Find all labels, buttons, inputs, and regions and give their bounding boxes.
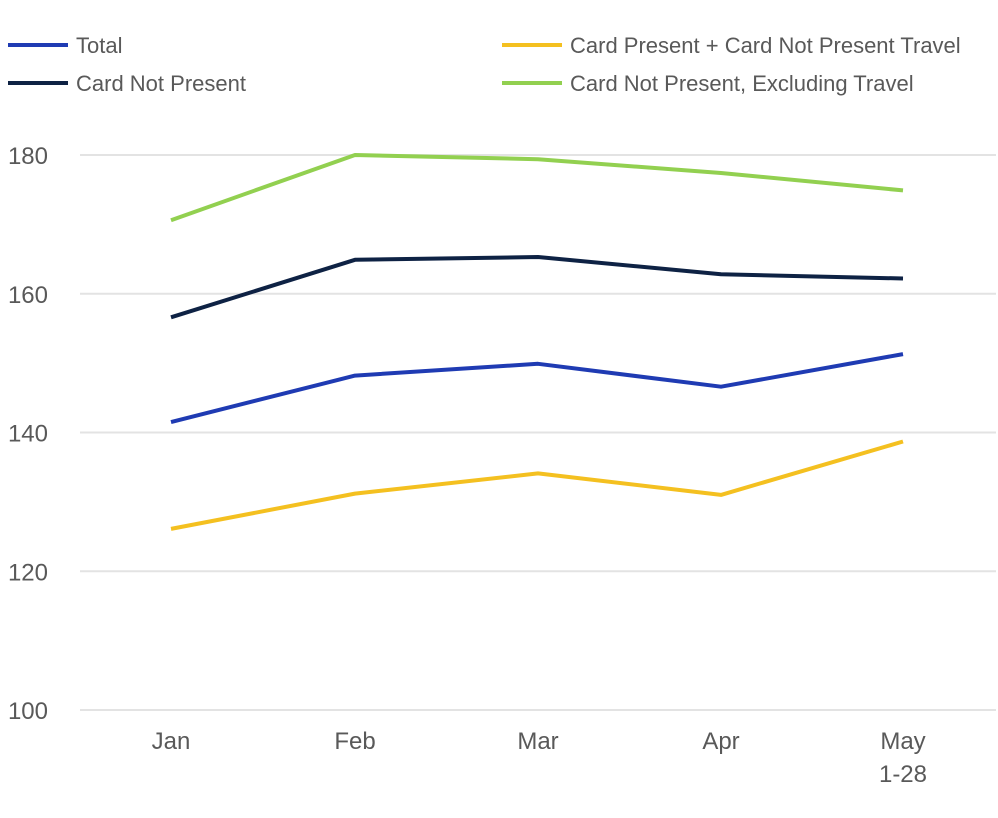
series-line-total <box>170 352 904 425</box>
legend-label-card-present-travel: Card Present + Card Not Present Travel <box>570 33 961 58</box>
legend: Total Card Present + Card Not Present Tr… <box>8 33 961 96</box>
y-tick-label-120: 120 <box>8 559 48 586</box>
y-tick-label-140: 140 <box>8 421 48 448</box>
x-tick-label-mar: Mar <box>517 728 558 755</box>
legend-label-card-not-present: Card Not Present <box>76 71 246 96</box>
legend-label-card-not-present-excl-travel: Card Not Present, Excluding Travel <box>570 71 914 96</box>
x-axis-ticks: Jan Feb Mar Apr May 1-28 <box>152 728 927 788</box>
y-axis-ticks: 100 120 140 160 180 <box>8 143 48 725</box>
gridlines <box>80 154 996 711</box>
series-line-card-present-travel <box>170 439 904 531</box>
legend-item-card-not-present-excl-travel: Card Not Present, Excluding Travel <box>502 71 914 96</box>
legend-item-card-not-present: Card Not Present <box>8 71 246 96</box>
y-tick-label-180: 180 <box>8 143 48 170</box>
y-tick-label-160: 160 <box>8 282 48 309</box>
series-line-card-not-present <box>170 255 904 320</box>
x-tick-label-may: May 1-28 <box>879 728 927 788</box>
legend-item-total: Total <box>8 33 122 58</box>
legend-item-card-present-travel: Card Present + Card Not Present Travel <box>502 33 961 58</box>
x-tick-label-feb: Feb <box>334 728 375 755</box>
series-lines <box>170 153 904 531</box>
x-tick-label-apr: Apr <box>702 728 739 755</box>
x-tick-label-jan: Jan <box>152 728 191 755</box>
y-tick-label-100: 100 <box>8 698 48 725</box>
legend-label-total: Total <box>76 33 122 58</box>
series-line-card-not-present-excl-travel <box>170 153 904 223</box>
